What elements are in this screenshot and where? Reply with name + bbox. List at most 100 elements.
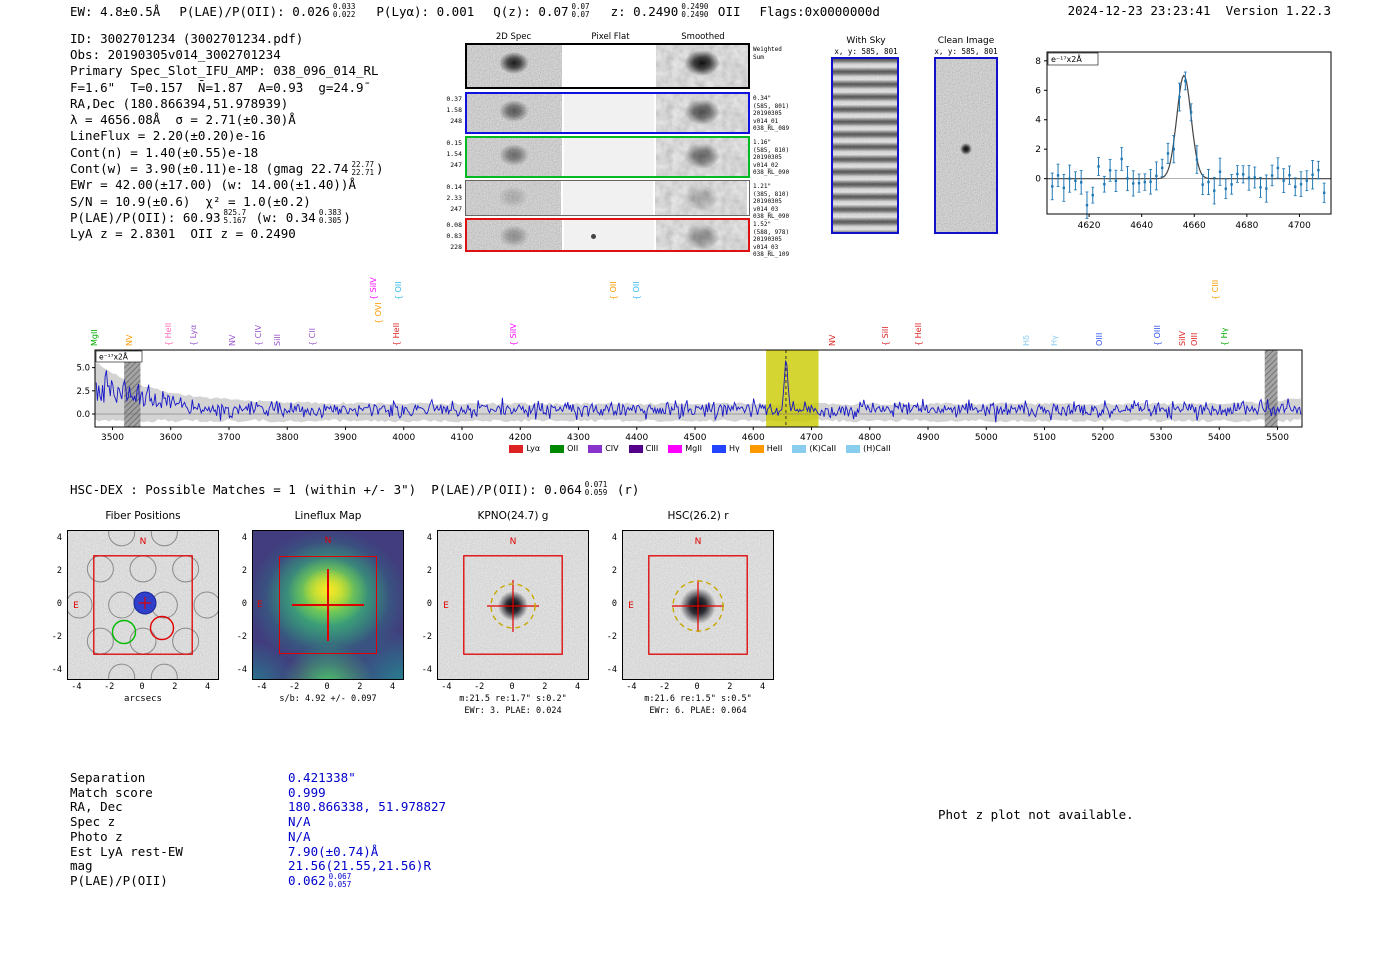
fiber-circle [193, 591, 218, 619]
header-stats: EW: 4.8±0.5Å P(LAE)/P(OII): 0.026 0.033 0.0… [70, 3, 880, 19]
y-tick-label: 0 [56, 599, 62, 609]
x-tick-label: 3700 [218, 433, 241, 443]
y-tick-label: 6 [1035, 86, 1041, 96]
match-field-label: Separation [70, 769, 146, 785]
spec2d-2d-image [467, 138, 562, 176]
info-line: λ = 4656.08Å σ = 2.71(±0.30)Å [70, 111, 384, 127]
cutout-title: Lineflux Map [294, 510, 362, 522]
y-tick-label: -2 [606, 631, 617, 642]
legend-label: MgII [685, 444, 702, 453]
x-tick-label: 3500 [101, 433, 124, 443]
match-field-label: mag [70, 858, 93, 874]
y-tick-label: 0 [241, 599, 247, 609]
emission-line-label: { CII [308, 328, 318, 346]
with-sky-title: With Sky [846, 36, 886, 46]
report-version: Version 1.22.3 [1225, 3, 1331, 18]
noise-texture [833, 59, 897, 232]
header-stat: Q(z): 0.07 0.07 0.07 [493, 3, 591, 19]
clean-image-xy: x, y: 585, 801 [934, 47, 998, 56]
photz-note: Phot z plot not available. [938, 807, 1134, 822]
y-tick-label: 4 [1035, 116, 1041, 126]
y-tick-label: 2.5 [76, 387, 90, 397]
smoothed-image [656, 220, 748, 250]
spec2d-row [465, 92, 750, 134]
mag-caption: m:21.6 re:1.5" s:0.5" [644, 694, 752, 704]
cutout-lineflux-map: Lineflux Map -4 -2 0 2 4 N E -4 -2 0 2 4 s/b: 4.… [224, 510, 454, 720]
emission-line-label: { SiII [880, 326, 890, 346]
emission-line-label: NV [828, 334, 838, 346]
text-segment: ID: 3002701234 (3002701234.pdf) [70, 30, 304, 46]
stacked-uncertainty: 22.77 22.71 [351, 159, 375, 177]
x-tick-label: -2 [474, 682, 485, 692]
crosshair-horizontal [292, 604, 364, 606]
noise-texture [656, 220, 748, 250]
pixel-flat-image [564, 138, 654, 176]
spec2d-row-annotation: 0.34" (585, 801) 20190305 v014_01 038_RL_089 [753, 95, 790, 132]
y-tick-label: 0 [611, 599, 617, 609]
extraction-box [279, 556, 377, 654]
fiber-circle [108, 531, 136, 547]
emission-blob [499, 100, 530, 123]
x-tick-label: 4800 [858, 433, 881, 443]
info-line: LyA z = 2.8301 OII z = 0.2490 [70, 226, 384, 242]
header-datetime-version: 2024-12-23 23:23:41 Version 1.22.3 [1068, 3, 1331, 18]
x-tick-label: -2 [659, 682, 670, 692]
legend-swatch [628, 444, 643, 453]
x-tick-label: 2 [542, 682, 548, 692]
hsc-r-image: NE [623, 531, 773, 679]
match-table-row: RA, Dec 180.866338, 51.978827 [70, 799, 446, 814]
legend-item: Hγ [711, 444, 740, 453]
legend-swatch [509, 444, 524, 453]
text-segment: Cont(w) = 3.90(±0.11)e-18 (gmag 22.74 [70, 161, 349, 177]
emission-line-label: { HeII [914, 322, 924, 346]
spec2d-col-header-smoothed: Smoothed [681, 32, 725, 42]
info-line: LineFlux = 2.20(±0.20)e-16 [70, 128, 384, 144]
emission-line-labels: MgII NV { HeII { Lyα NV { CIV SiII { CII { SiIV {… [60, 258, 1340, 348]
smoothed-blob [683, 98, 720, 125]
text-segment: ) [376, 161, 384, 177]
legend-label: CIII [645, 444, 659, 453]
y-tick-label: -4 [236, 664, 247, 675]
detection-info-panel: ID: 3002701234 (3002701234.pdf) Obs: 2019… [70, 30, 384, 242]
x-tick-label: 5400 [1208, 433, 1231, 443]
x-tick-label: 2 [172, 682, 178, 692]
header-stat: P(LAE)/P(OII): 0.026 0.033 0.022 [179, 3, 357, 19]
match-field-label: P(LAE)/P(OII) [70, 873, 168, 889]
compass-east: E [257, 600, 263, 610]
match-table: Separation 0.421338" Match score 0.999 RA, D… [70, 770, 446, 888]
match-table-row: Match score 0.999 [70, 785, 446, 800]
stacked-uncertainty: 0.067 0.057 [328, 871, 352, 889]
kpno-g-image: NE [438, 531, 588, 679]
compass-east: E [73, 601, 79, 611]
match-table-row: P(LAE)/P(OII) 0.062 0.067 0.057 [70, 871, 446, 889]
header-stat: z: 0.2490 0.2490 0.2490 OII [611, 3, 741, 19]
emission-line-label: { OII [609, 281, 619, 300]
clean-image [934, 57, 998, 234]
units-label: e⁻¹⁷x2Å [99, 353, 129, 362]
y-tick-label: 0 [1035, 175, 1041, 185]
text-segment: Primary Spec_Slot_IFU_AMP: 038_096_014_R… [70, 63, 379, 79]
emission-line-label: Hγ [1049, 335, 1059, 346]
extraction-box [463, 555, 563, 655]
stacked-uncertainty: 0.07 0.07 [571, 2, 590, 19]
pixel-flat-image [564, 220, 654, 250]
x-tick-label: 4700 [800, 433, 823, 443]
sb-caption: s/b: 4.92 +/- 0.097 [279, 694, 377, 704]
extraction-box [648, 555, 748, 655]
legend-item: MgII [668, 444, 702, 453]
text-segment: OII [710, 3, 741, 19]
x-tick-label: -4 [256, 682, 267, 692]
info-line: Primary Spec_Slot_IFU_AMP: 038_096_014_R… [70, 63, 384, 79]
fiber-circle-red [149, 615, 175, 641]
text-segment: LineFlux = 2.20(±0.20)e-16 [70, 128, 266, 144]
legend-swatch [668, 444, 683, 453]
text-segment: S/N = 10.9(±0.6) χ² = 1.0(±0.2) [70, 193, 311, 209]
x-tick-label: 0 [509, 682, 515, 692]
legend-label: (H)CaII [863, 444, 891, 453]
text-segment: Obs: 20190305v014_3002701234 [70, 46, 281, 62]
match-field-value: 0.062 0.067 0.057 [288, 871, 352, 889]
x-tick-label: 2 [727, 682, 733, 692]
